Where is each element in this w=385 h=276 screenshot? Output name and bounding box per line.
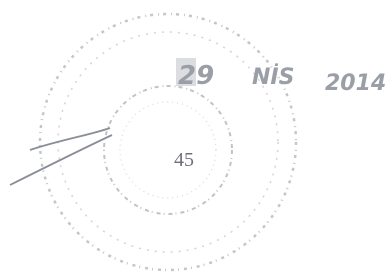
stamp-day: 29 (178, 61, 214, 91)
stamp-month: NİS (252, 64, 294, 90)
paper (0, 0, 385, 276)
stamp-year: 2014 (325, 71, 385, 96)
stamp-number: 45 (174, 149, 194, 171)
stamp-scan: 29 NİS 2014 45 (0, 0, 385, 276)
